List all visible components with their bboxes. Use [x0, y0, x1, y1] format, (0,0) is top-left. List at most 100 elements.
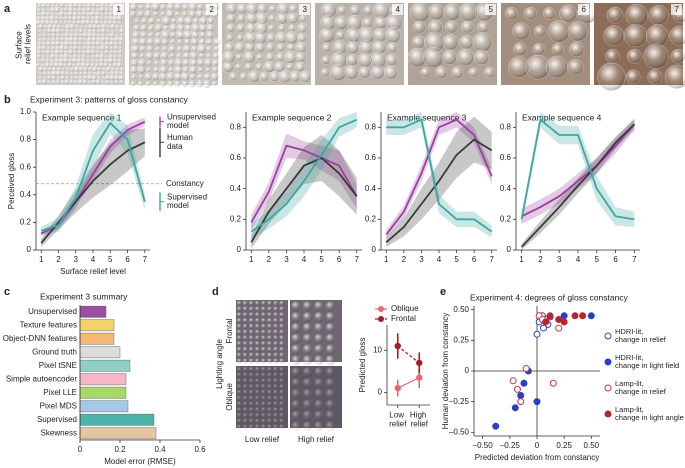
bubble: [255, 53, 264, 61]
bubble: [96, 37, 101, 42]
bubble: [242, 335, 248, 341]
legend-label: HDRI-lit, change in relief: [615, 327, 667, 344]
y-axis-label: Perceived gloss: [7, 153, 16, 209]
bubble: [254, 418, 260, 424]
bubble: [54, 40, 61, 47]
bubble: [91, 36, 97, 43]
bubble: [151, 72, 160, 81]
bubble: [363, 5, 374, 16]
bubble: [468, 67, 479, 78]
bubble: [137, 65, 146, 75]
bubble: [36, 49, 42, 55]
bubble: [302, 312, 313, 322]
bubble: [267, 378, 273, 384]
bubble: [51, 79, 56, 85]
bubble: [384, 27, 401, 44]
bubble: [103, 20, 109, 25]
bubble: [254, 383, 260, 390]
bubble: [104, 45, 110, 51]
bar: [79, 346, 121, 359]
bubble: [242, 352, 248, 358]
point: [520, 379, 528, 387]
bubble: [188, 65, 198, 74]
bubble: [260, 300, 267, 306]
x-tick-label: 0: [535, 441, 540, 450]
label-bg: [113, 4, 124, 15]
bubble: [168, 67, 174, 73]
bubble: [285, 63, 294, 71]
bubble: [242, 424, 248, 430]
bubble: [72, 2, 79, 9]
bubble: [47, 33, 52, 38]
bubble: [78, 28, 84, 34]
bubble: [286, 43, 295, 52]
bubble: [242, 358, 248, 364]
bubble: [273, 61, 286, 73]
panel-label: d: [212, 286, 219, 298]
bubble: [95, 50, 100, 55]
bubble: [302, 410, 313, 421]
point: [587, 312, 595, 320]
bubble: [242, 300, 248, 306]
bubble: [235, 63, 242, 71]
bubble: [248, 366, 254, 372]
x-tick-label: 3: [557, 255, 562, 264]
bubble: [248, 412, 254, 418]
y-axis-label: Human deviation from constancy: [441, 313, 450, 430]
bubble: [146, 38, 155, 46]
bubble: [260, 401, 267, 407]
bubble: [81, 49, 87, 55]
y-tick-label: 0.6: [365, 153, 377, 162]
bubble: [183, 16, 194, 26]
bubble: [56, 76, 60, 80]
bubble: [74, 28, 79, 34]
bubble: [286, 12, 299, 25]
bubble: [248, 329, 254, 335]
row-label: Frontal: [225, 318, 234, 343]
bubble: [325, 301, 336, 311]
x-tick-label: 0.6: [194, 445, 206, 454]
bubble: [242, 372, 248, 378]
bubble: [254, 329, 260, 335]
bubble: [254, 31, 268, 45]
bubble: [206, 45, 212, 52]
bubble: [248, 383, 254, 390]
y-tick-label: 0.8: [500, 122, 512, 131]
bubble: [92, 29, 97, 33]
bubble: [254, 323, 260, 329]
bubble: [196, 58, 205, 67]
bubble: [182, 44, 192, 54]
bubble: [63, 20, 68, 25]
bubble: [145, 67, 152, 73]
bubble: [314, 355, 324, 365]
annotation: Constancy: [166, 179, 204, 188]
point: [579, 312, 587, 320]
y-tick-label: 0.50: [453, 305, 469, 314]
category-label: Pixel LLE: [43, 388, 77, 397]
level-number: 7: [675, 5, 680, 14]
y-tick-label: –0.50: [449, 427, 470, 436]
bubble: [314, 301, 324, 311]
bubble: [59, 7, 64, 12]
bubble: [267, 24, 276, 32]
chart-title: Example sequence 2: [252, 112, 332, 122]
series-line: [250, 156, 358, 243]
bubble: [254, 412, 260, 418]
bubble: [73, 7, 78, 12]
bubble: [248, 406, 254, 413]
bubble: [181, 10, 188, 18]
bubble: [108, 63, 113, 67]
bubble: [58, 10, 65, 18]
bubble: [299, 14, 307, 22]
bubble: [90, 58, 95, 63]
bubble: [226, 34, 234, 42]
bubble: [38, 37, 42, 42]
bubble: [321, 55, 331, 65]
bubble: [167, 59, 175, 67]
bubble: [91, 41, 97, 47]
bubble: [451, 66, 464, 79]
bubble: [119, 33, 123, 37]
bubble: [236, 406, 242, 413]
label-bg: [578, 4, 589, 15]
bubble: [60, 70, 66, 77]
